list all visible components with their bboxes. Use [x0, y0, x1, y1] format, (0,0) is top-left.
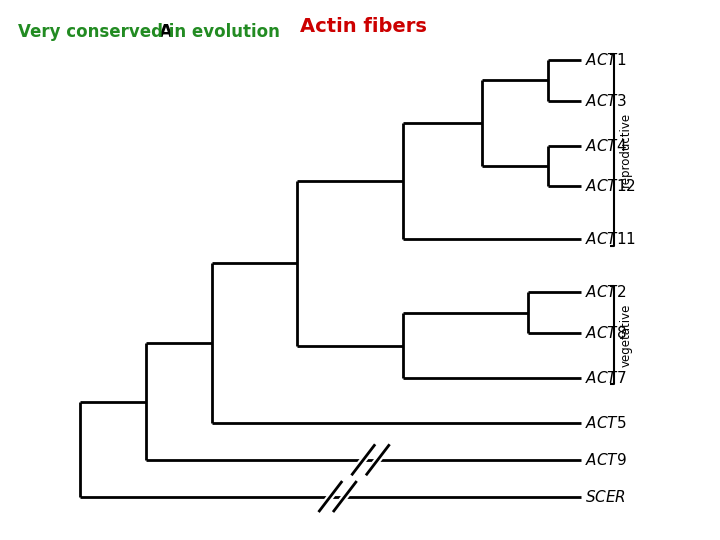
- Text: $\mathit{ACT9}$: $\mathit{ACT9}$: [585, 452, 627, 468]
- Text: $\mathit{SCER}$: $\mathit{SCER}$: [585, 489, 626, 504]
- Text: $\mathit{ACT11}$: $\mathit{ACT11}$: [585, 231, 636, 247]
- Text: Very conserved in evolution: Very conserved in evolution: [18, 23, 279, 41]
- Text: $\mathit{ACT2}$: $\mathit{ACT2}$: [585, 285, 626, 300]
- Text: $\mathit{ACT4}$: $\mathit{ACT4}$: [585, 138, 627, 153]
- Text: $\mathit{ACT12}$: $\mathit{ACT12}$: [585, 178, 636, 194]
- Text: $\mathit{ACT8}$: $\mathit{ACT8}$: [585, 325, 627, 341]
- Text: A: A: [159, 23, 173, 41]
- Text: $\mathit{ACT1}$: $\mathit{ACT1}$: [585, 52, 626, 68]
- Text: Actin fibers: Actin fibers: [300, 17, 427, 36]
- Text: $\mathit{ACT5}$: $\mathit{ACT5}$: [585, 415, 626, 431]
- Text: $\mathit{ACT7}$: $\mathit{ACT7}$: [585, 370, 626, 386]
- Text: $\mathit{ACT3}$: $\mathit{ACT3}$: [585, 92, 627, 109]
- Text: reproductive: reproductive: [619, 112, 632, 187]
- Text: vegetative: vegetative: [619, 303, 632, 367]
